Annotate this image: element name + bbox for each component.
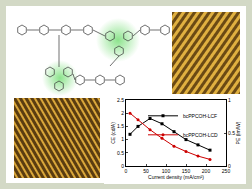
svg-text:2.5: 2.5	[117, 97, 124, 103]
svg-text:0: 0	[125, 168, 128, 174]
svg-text:bcPPCOH-LCF: bcPPCOH-LCF	[183, 113, 217, 119]
svg-text:250: 250	[222, 168, 231, 174]
svg-text:150: 150	[182, 168, 191, 174]
svg-text:1: 1	[228, 97, 231, 103]
svg-text:100: 100	[162, 168, 171, 174]
svg-text:0.5: 0.5	[117, 150, 124, 156]
svg-text:200: 200	[202, 168, 211, 174]
svg-text:50: 50	[143, 168, 149, 174]
svg-text:1.5: 1.5	[117, 123, 124, 129]
svg-text:0: 0	[228, 163, 231, 169]
svg-text:bcPPCOH-LCD: bcPPCOH-LCD	[183, 132, 218, 138]
svg-text:0.5: 0.5	[228, 130, 235, 136]
svg-text:1: 1	[121, 136, 124, 142]
svg-text:0: 0	[121, 163, 124, 169]
svg-text:2: 2	[121, 110, 124, 116]
svg-text:CE (cd/A): CE (cd/A)	[110, 122, 116, 144]
svg-text:PE (lm/W): PE (lm/W)	[235, 121, 241, 144]
svg-text:Current density (mA/cm²): Current density (mA/cm²)	[148, 174, 204, 180]
